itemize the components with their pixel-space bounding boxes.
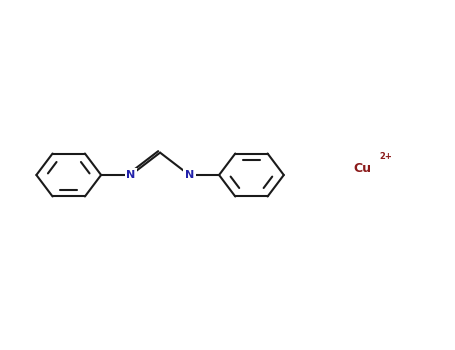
Text: N: N bbox=[185, 170, 194, 180]
Text: N: N bbox=[126, 170, 136, 180]
Text: 2+: 2+ bbox=[379, 152, 392, 161]
Text: Cu: Cu bbox=[354, 162, 371, 175]
